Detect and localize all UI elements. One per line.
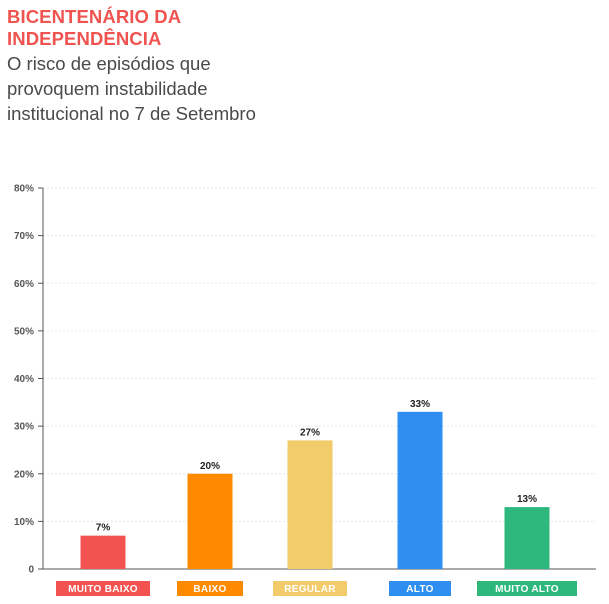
bar-value-label: 27%: [300, 427, 320, 438]
bar-value-label: 33%: [410, 399, 430, 410]
category-badge: [56, 581, 150, 596]
y-tick-label: 0: [28, 565, 34, 576]
category-badge: [273, 581, 347, 596]
bar: [397, 411, 443, 569]
y-tick-label: 50%: [14, 326, 34, 337]
category-badge: [477, 581, 577, 596]
bar: [287, 440, 333, 569]
category-label: ALTO: [406, 584, 434, 595]
category-label: MUITO ALTO: [495, 584, 559, 595]
y-tick-label: 20%: [14, 469, 34, 480]
chart-header: BICENTENÁRIO DA INDEPENDÊNCIA O risco de…: [7, 6, 307, 126]
bar: [504, 507, 550, 569]
y-tick-label: 80%: [14, 184, 34, 195]
category-label: BAIXO: [193, 584, 226, 595]
category-label: MUITO BAIXO: [68, 584, 138, 595]
y-tick-label: 30%: [14, 422, 34, 433]
bar-value-label: 20%: [200, 461, 220, 472]
chart-subtitle: O risco de episódios que provoquem insta…: [7, 53, 256, 124]
chart-headline: BICENTENÁRIO DA INDEPENDÊNCIA: [7, 6, 181, 49]
y-tick-label: 40%: [14, 374, 34, 385]
bar: [187, 473, 233, 569]
bar: [80, 535, 126, 569]
bar-value-label: 7%: [96, 523, 111, 534]
y-tick-label: 60%: [14, 279, 34, 290]
category-label: REGULAR: [284, 584, 336, 595]
category-badge: [177, 581, 243, 596]
bar-value-label: 13%: [517, 494, 537, 505]
y-tick-label: 70%: [14, 231, 34, 242]
category-badge: [389, 581, 451, 596]
y-tick-label: 10%: [14, 517, 34, 528]
